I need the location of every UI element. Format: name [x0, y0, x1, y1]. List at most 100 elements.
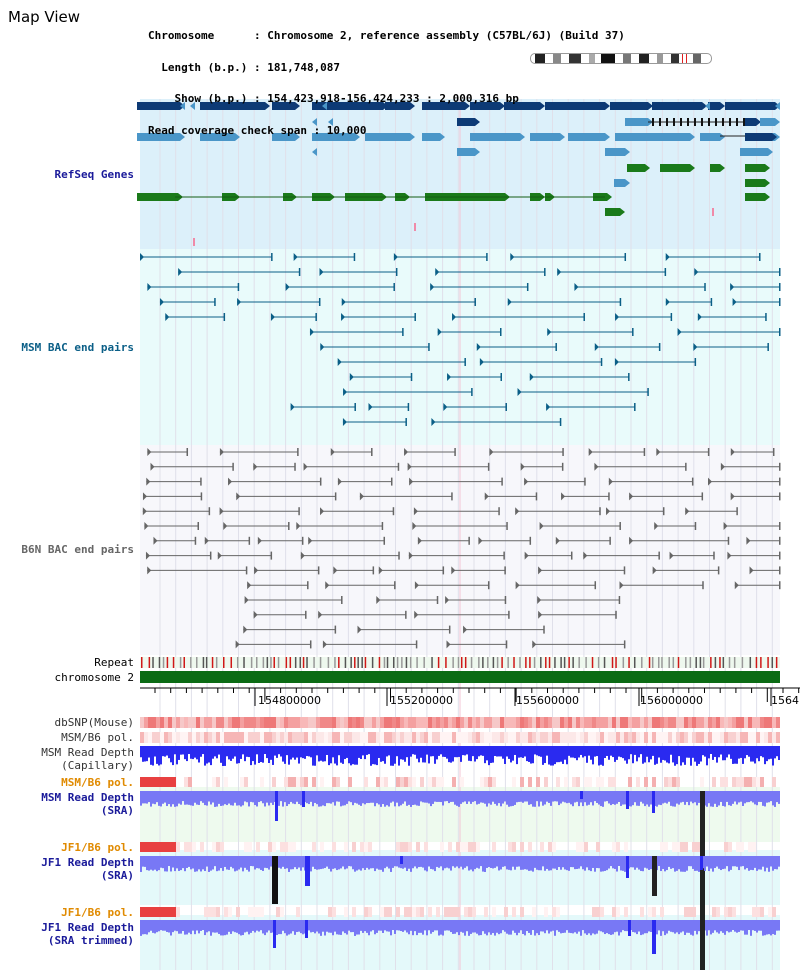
jf1-trimmed-depth-bar	[694, 920, 696, 931]
track-label-jf1-depth-sra[interactable]: JF1 Read Depth	[41, 856, 134, 869]
track-label-msm-depth-capillary[interactable]: MSM Read Depth	[41, 746, 134, 759]
msm-sra-depth-bar	[334, 791, 336, 806]
jf1-b6-pol2-cell	[212, 907, 216, 917]
jf1-trimmed-depth-bar	[686, 920, 688, 933]
jf1-trimmed-depth-bar	[568, 920, 570, 933]
dbsnp-cell	[320, 717, 324, 728]
msm-b6-pol-cell	[272, 732, 276, 743]
jf1-trimmed-depth-bar-spike	[700, 920, 705, 970]
msm-capillary-depth-bar	[234, 746, 236, 757]
track-label-jf1-b6-pol-1[interactable]: JF1/B6 pol.	[61, 841, 134, 854]
msm-sra-depth-bar	[606, 791, 608, 802]
jf1-sra-depth-bar	[616, 856, 618, 872]
jf1-trimmed-depth-bar	[196, 920, 198, 931]
msm-sra-depth-bar	[292, 791, 294, 804]
b6n-bac-pair-end	[685, 462, 687, 471]
msm-b6-pol2-cell	[296, 777, 300, 787]
track-label-refseq-genes[interactable]: RefSeq Genes	[54, 168, 134, 181]
msm-bac-pair-end	[529, 373, 534, 381]
msm-sra-depth-bar	[266, 791, 268, 803]
msm-bac-pair-end	[555, 343, 557, 351]
track-label-jf1-depth-trimmed[interactable]: JF1 Read Depth	[41, 921, 134, 934]
msm-b6-pol-cell	[572, 732, 576, 743]
msm-sra-depth-bar	[232, 791, 234, 806]
msm-bac-pair-end	[354, 403, 356, 411]
jf1-trimmed-depth-bar	[576, 920, 578, 934]
msm-bac-pair-end	[410, 373, 413, 381]
jf1-trimmed-depth-bar	[678, 920, 680, 935]
jf1-b6-pol2-cell	[448, 907, 452, 917]
track-label-msm-bac[interactable]: MSM BAC end pairs	[21, 341, 134, 354]
track-label-repeat[interactable]: Repeat	[94, 656, 134, 669]
msm-sra-depth-bar	[440, 791, 442, 803]
msm-capillary-depth-bar	[254, 746, 256, 765]
msm-capillary-depth-bar	[538, 746, 540, 757]
jf1-b6-pol-cell	[676, 842, 680, 852]
msm-capillary-depth-bar	[762, 746, 764, 758]
jf1-b6-pol2-cell	[404, 907, 408, 917]
jf1-trimmed-depth-bar	[250, 920, 252, 933]
msm-sra-depth-bar	[278, 791, 280, 806]
b6n-bac-pair-end	[296, 522, 301, 530]
b6n-bac-pair-end	[194, 536, 197, 545]
refseq-gene-arrow	[620, 208, 625, 216]
track-label-b6n-bac[interactable]: B6N BAC end pairs	[21, 543, 134, 556]
jf1-sra-depth-bar	[206, 856, 208, 867]
msm-b6-pol2-cell	[404, 777, 408, 787]
track-label-msm-depth-sra[interactable]: MSM Read Depth	[41, 791, 134, 804]
track-label-msm-b6-pol-1[interactable]: MSM/B6 pol.	[61, 731, 134, 744]
refseq-marker	[712, 208, 714, 216]
jf1-trimmed-depth-bar	[178, 920, 180, 934]
jf1-trimmed-depth-bar	[332, 920, 334, 936]
track-label-chromosome[interactable]: chromosome 2	[54, 671, 134, 684]
jf1-sra-depth-bar	[194, 856, 196, 872]
msm-sra-depth-bar	[496, 791, 498, 806]
msm-bac-pair-end	[476, 343, 481, 351]
msm-capillary-depth-bar	[682, 746, 684, 763]
jf1-sra-depth-bar	[636, 856, 638, 868]
track-label-msm-b6-pol-2[interactable]: MSM/B6 pol.	[61, 776, 134, 789]
repeat-element	[699, 657, 702, 668]
msm-sra-depth-bar	[658, 791, 660, 805]
jf1-trimmed-depth-bar	[378, 920, 380, 931]
jf1-trimmed-depth-bar	[456, 920, 458, 933]
jf1-trimmed-depth-bar	[246, 920, 248, 932]
dbsnp-cell	[356, 717, 360, 728]
msm-sra-depth-bar	[514, 791, 516, 805]
msm-b6-pol-cell	[664, 732, 668, 743]
msm-sra-depth-bar	[490, 791, 492, 805]
jf1-b6-pol-cell	[752, 842, 756, 852]
msm-b6-pol2-cell	[460, 777, 464, 787]
jf1-trimmed-depth-bar	[244, 920, 246, 933]
msm-bac-pair-end	[634, 403, 636, 411]
jf1-trimmed-depth-bar	[640, 920, 642, 936]
msm-b6-pol-cell	[248, 732, 252, 743]
jf1-b6-pol-cell	[692, 842, 696, 852]
b6n-bac-pair-end	[378, 566, 383, 575]
jf1-trimmed-depth-bar	[426, 920, 428, 936]
jf1-trimmed-depth-bar	[388, 920, 390, 932]
jf1-trimmed-depth-bar	[728, 920, 730, 933]
coverage-span-info: Read coverage check span : 10,000	[148, 123, 367, 137]
b6n-bac-pair-end	[305, 610, 307, 619]
jf1-sra-depth-bar	[576, 856, 578, 869]
track-label-jf1-b6-pol-2[interactable]: JF1/B6 pol.	[61, 906, 134, 919]
jf1-trimmed-depth-bar	[476, 920, 478, 934]
msm-sra-depth-bar	[366, 791, 368, 804]
jf1-b6-pol-cell	[672, 842, 676, 852]
msm-capillary-depth-bar	[430, 746, 432, 757]
msm-capillary-depth-bar	[470, 746, 472, 762]
jf1-trimmed-depth-bar	[714, 920, 716, 931]
jf1-trimmed-depth-bar	[644, 920, 646, 934]
chromosome-ideogram[interactable]	[530, 53, 712, 64]
msm-capillary-depth-bar	[142, 746, 144, 762]
dbsnp-cell	[152, 717, 156, 728]
jf1-sra-depth-bar	[680, 856, 682, 872]
track-label-dbsnp[interactable]: dbSNP(Mouse)	[54, 716, 134, 729]
jf1-trimmed-depth-bar	[484, 920, 486, 934]
msm-sra-depth-bar	[404, 791, 406, 802]
refseq-gene-arrow	[720, 102, 725, 110]
msm-b6-pol-cell	[752, 732, 756, 743]
jf1-trimmed-depth-bar	[496, 920, 498, 933]
